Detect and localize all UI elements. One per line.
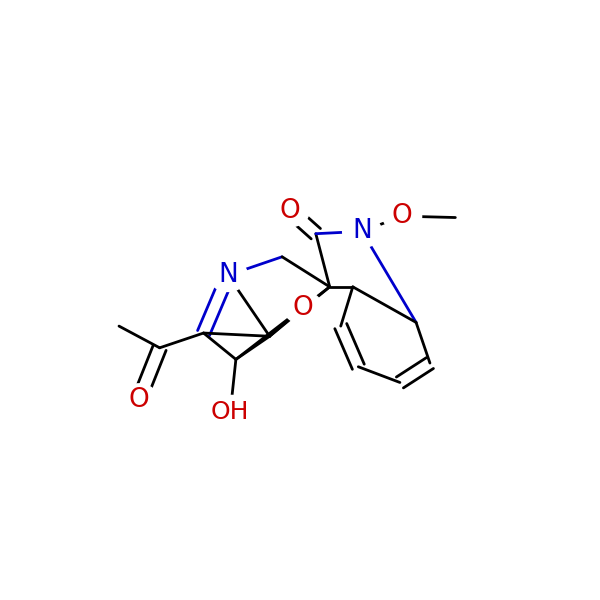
Text: N: N [352, 218, 372, 244]
Text: O: O [392, 203, 413, 229]
Ellipse shape [283, 292, 322, 324]
Ellipse shape [383, 200, 422, 232]
Text: O: O [128, 387, 149, 413]
Text: O: O [293, 295, 313, 320]
Ellipse shape [271, 194, 310, 227]
Text: N: N [218, 262, 238, 288]
Ellipse shape [119, 384, 158, 416]
Ellipse shape [203, 395, 258, 428]
Text: OH: OH [211, 400, 250, 424]
Text: O: O [280, 197, 301, 224]
Ellipse shape [343, 215, 382, 248]
Ellipse shape [209, 259, 247, 292]
